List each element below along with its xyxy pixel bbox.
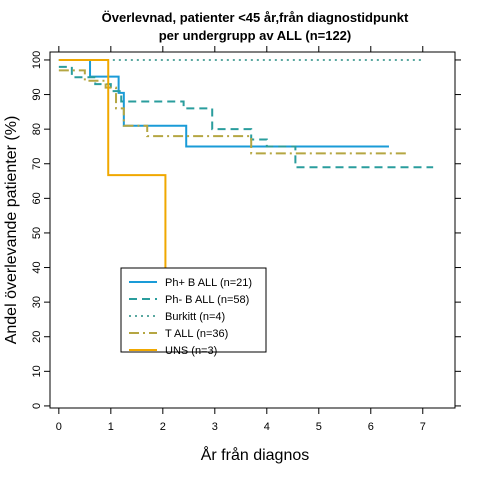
- legend-label: Burkitt (n=4): [165, 311, 225, 323]
- x-tick-label: 1: [108, 421, 114, 433]
- legend-label: T ALL (n=36): [165, 328, 228, 340]
- y-tick-label: 50: [31, 227, 43, 239]
- x-tick-label: 4: [264, 421, 270, 433]
- y-tick-label: 80: [31, 123, 43, 135]
- y-tick-label: 100: [31, 51, 43, 69]
- y-axis-label: Andel överlevande patienter (%): [3, 116, 20, 345]
- chart-title: Överlevnad, patienter <45 år,från diagno…: [102, 10, 409, 25]
- survival-curve: [58, 58, 167, 291]
- x-tick-label: 2: [160, 421, 166, 433]
- x-tick-label: 0: [56, 421, 62, 433]
- plot-frame: [49, 51, 456, 409]
- y-tick-label: 60: [31, 192, 43, 204]
- y-tick-label: 70: [31, 158, 43, 170]
- x-tick-label: 7: [420, 421, 426, 433]
- x-tick-label: 5: [316, 421, 322, 433]
- survival-curve: [58, 69, 408, 155]
- legend-label: Ph+ B ALL (n=21): [165, 277, 252, 289]
- y-tick-label: 90: [31, 88, 43, 100]
- y-tick-label: 30: [31, 296, 43, 308]
- y-tick-label: 10: [31, 365, 43, 377]
- legend-label: Ph- B ALL (n=58): [165, 294, 249, 306]
- x-tick-label: 3: [212, 421, 218, 433]
- y-tick-label: 0: [31, 403, 43, 409]
- survival-curve: [58, 58, 389, 148]
- y-tick-label: 40: [31, 261, 43, 273]
- x-axis-label: År från diagnos: [201, 445, 310, 464]
- legend-label: UNS (n=3): [165, 345, 217, 357]
- y-tick-label: 20: [31, 331, 43, 343]
- x-tick-label: 6: [368, 421, 374, 433]
- chart-subtitle: per undergrupp av ALL (n=122): [159, 28, 352, 43]
- survival-curve: [58, 65, 434, 169]
